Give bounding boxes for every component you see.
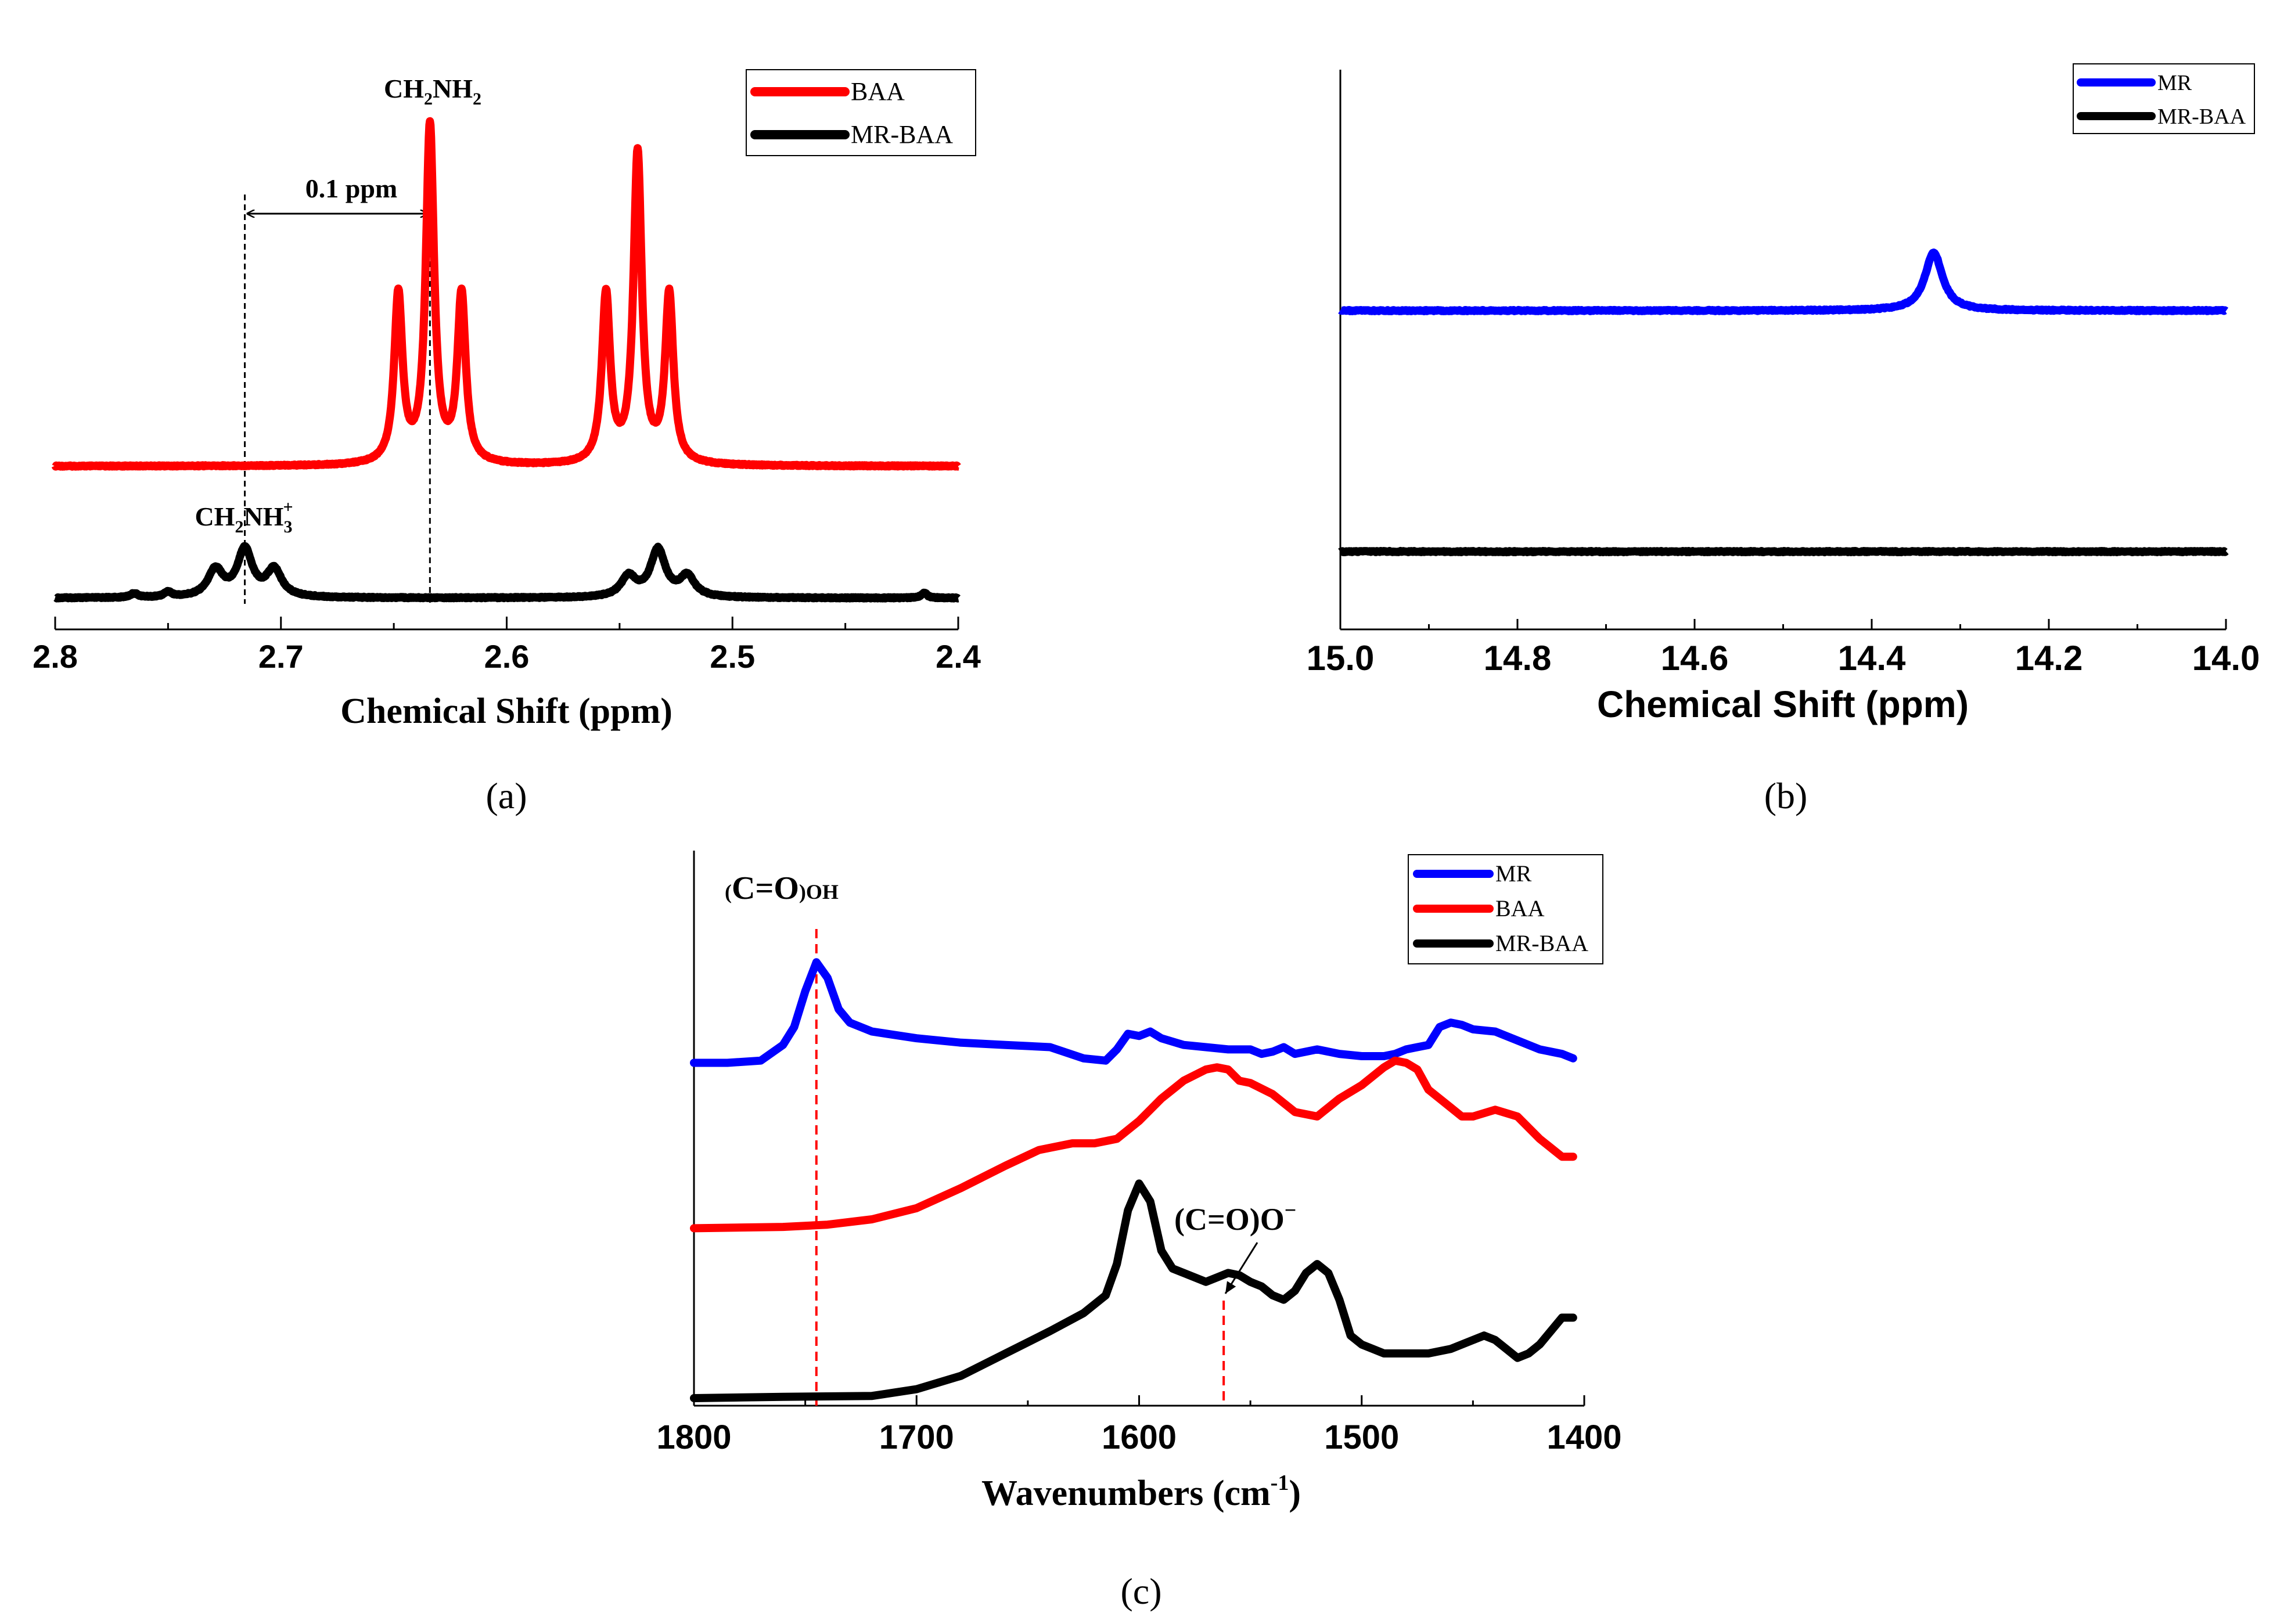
panel-a-ch2nh2-label: CH2NH2 xyxy=(384,74,481,109)
panel-a: 2.8 2.7 2.6 2.5 2.4 Chemical Shift (ppm) (a)… xyxy=(33,69,981,816)
cooh-main: C=O xyxy=(732,870,799,906)
panel-c-legend-label-baa: BAA xyxy=(1495,895,1545,921)
panel-b-legend-label-mr: MR xyxy=(2157,71,2192,95)
panel-b-label: (b) xyxy=(1764,775,1808,816)
ch2nh2-sub2: 2 xyxy=(473,89,481,109)
coo-sup: − xyxy=(1285,1198,1297,1222)
panel-a-series-mr-baa xyxy=(52,542,962,603)
ch2nh2-main: CH xyxy=(384,74,424,103)
panel-c: 1800 1700 1600 1500 1400 Wavenumbers (cm-1) … xyxy=(656,851,1622,1612)
panel-a-ticks xyxy=(54,617,959,629)
panel-b-legend-label-mrbaa: MR-BAA xyxy=(2157,105,2246,129)
panel-a-tick-label: 2.7 xyxy=(258,638,304,675)
panel-b-legend: MR MR-BAA xyxy=(2073,63,2255,134)
c-xlabel-sup: -1 xyxy=(1271,1471,1289,1495)
panel-a-tick-label: 2.8 xyxy=(33,638,78,675)
panel-b-tick-label: 15.0 xyxy=(1307,639,1375,678)
panel-a-legend: BAA MR-BAA xyxy=(746,69,976,156)
panel-a-legend-box xyxy=(746,69,976,156)
panel-c-tick-label: 1800 xyxy=(656,1418,731,1456)
panel-c-label: (c) xyxy=(1120,1571,1161,1612)
panel-b-ticks xyxy=(1339,619,2227,629)
panel-b-tick-label: 14.8 xyxy=(1484,639,1552,678)
panel-a-series-baa xyxy=(51,117,962,471)
panel-a-x-axis-label: Chemical Shift (ppm) xyxy=(340,692,672,731)
ch2nh2-mid: NH xyxy=(433,74,473,103)
panel-c-legend-label-mrbaa: MR-BAA xyxy=(1495,930,1588,956)
panel-b-x-axis-label: Chemical Shift (ppm) xyxy=(1597,683,1969,725)
panel-b-series xyxy=(1337,249,2229,556)
panel-b-legend-box xyxy=(2073,63,2255,134)
panel-b-series-mr xyxy=(1337,249,2229,315)
panel-c-legend-label-mr: MR xyxy=(1495,860,1532,887)
panel-a-tick-label: 2.4 xyxy=(936,638,981,675)
ch2nh3-sup: + xyxy=(283,498,293,517)
ch2nh2-sub1: 2 xyxy=(424,89,433,109)
panel-a-ch2nh3-label: CH2NH3+ xyxy=(195,498,293,536)
panel-a-tick-label: 2.5 xyxy=(710,638,755,675)
panel-c-x-axis-label: Wavenumbers (cm-1) xyxy=(981,1471,1301,1513)
panel-b-series-mr-baa xyxy=(1337,547,2229,556)
panel-a-legend-label-baa: BAA xyxy=(851,77,905,106)
panel-c-cooh-label: (C=O)OH xyxy=(725,870,839,906)
ch2nh3-mid: NH xyxy=(243,502,283,531)
panel-c-tick-label: 1700 xyxy=(879,1418,954,1456)
panel-c-series-baa xyxy=(690,1056,1577,1233)
cooh-post: )OH xyxy=(799,880,839,903)
panel-a-gap-label: 0.1 ppm xyxy=(305,174,397,203)
panel-c-coo-label: (C=O)O− xyxy=(1174,1198,1296,1237)
panel-a-tick-labels: 2.8 2.7 2.6 2.5 2.4 xyxy=(33,638,981,675)
panel-b-tick-label: 14.6 xyxy=(1661,639,1729,678)
panel-c-series xyxy=(690,958,1577,1402)
c-xlabel-end: ) xyxy=(1289,1474,1301,1513)
ch2nh3-sub1: 2 xyxy=(235,517,243,536)
c-xlabel-main: Wavenumbers (cm xyxy=(981,1474,1271,1513)
panel-c-tick-label: 1600 xyxy=(1102,1418,1177,1456)
panel-b: 15.0 14.8 14.6 14.4 14.2 14.0 Chemical Shift … xyxy=(1307,63,2260,816)
panel-b-tick-label: 14.0 xyxy=(2192,639,2260,678)
panel-c-tick-labels: 1800 1700 1600 1500 1400 xyxy=(656,1418,1621,1456)
panel-a-label: (a) xyxy=(485,775,527,816)
panel-c-series-mr xyxy=(690,958,1577,1067)
panel-c-tick-label: 1500 xyxy=(1324,1418,1399,1456)
ch2nh3-sub2: 3 xyxy=(283,517,292,536)
cooh-pre: ( xyxy=(725,880,732,903)
panel-c-series-mr-baa xyxy=(690,1179,1577,1402)
panel-c-legend: MR BAA MR-BAA xyxy=(1408,854,1603,964)
panel-b-tick-label: 14.4 xyxy=(1838,639,1906,678)
panel-b-tick-labels: 15.0 14.8 14.6 14.4 14.2 14.0 xyxy=(1307,639,2260,678)
panel-a-tick-label: 2.6 xyxy=(484,638,530,675)
ch2nh3-main: CH xyxy=(195,502,235,531)
coo-main: (C=O)O xyxy=(1174,1202,1285,1237)
panel-c-coo-pointer xyxy=(1224,1242,1258,1294)
panel-a-series xyxy=(51,117,962,603)
panel-b-tick-label: 14.2 xyxy=(2015,639,2083,678)
panel-a-legend-label-mrbaa: MR-BAA xyxy=(851,120,953,149)
panel-c-tick-label: 1400 xyxy=(1546,1418,1621,1456)
